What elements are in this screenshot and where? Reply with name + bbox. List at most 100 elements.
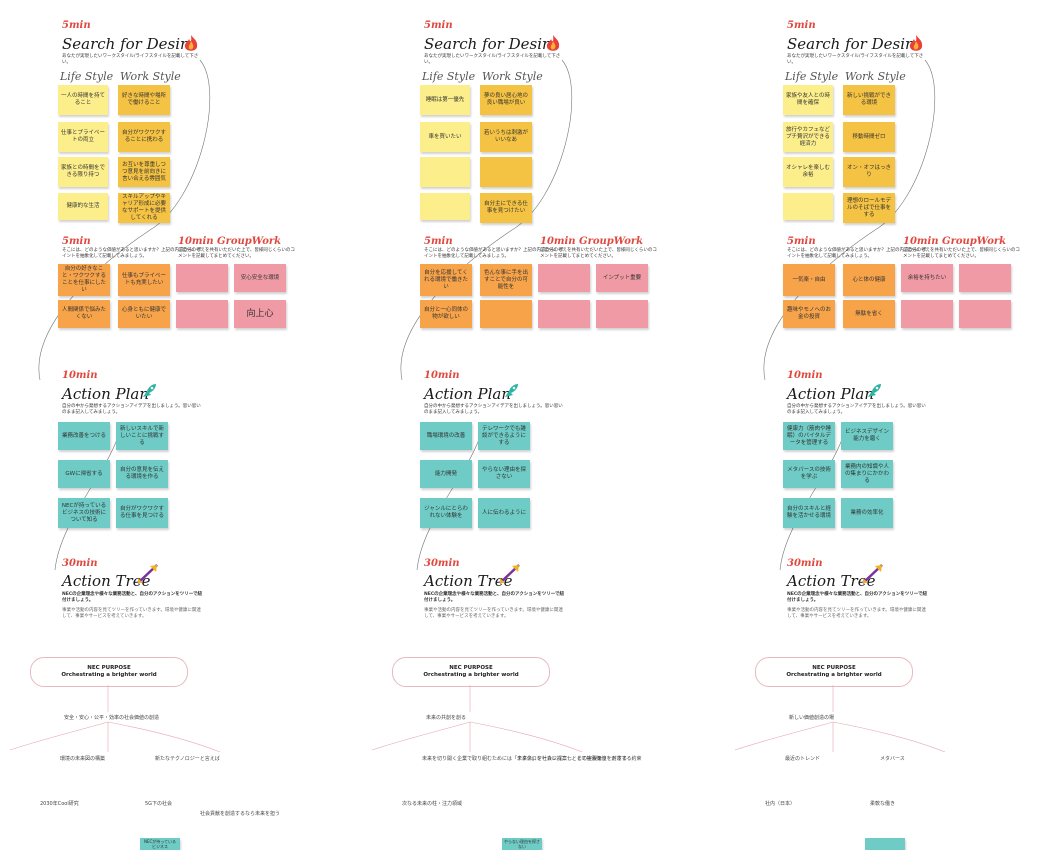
action-note[interactable]: メタバースの技術を学ぶ <box>783 460 835 488</box>
work-note[interactable]: スキルアップやキャリア形成に必要なサポートを提供してくれる <box>118 193 170 223</box>
work-note[interactable]: お互いを尊重しつつ意見を前向きに言い合える雰囲気 <box>118 157 170 187</box>
value-note[interactable]: 一気楽・自由 <box>783 264 835 296</box>
desire-title: Search for Desire <box>787 35 922 53</box>
action-note[interactable]: テレワークでも雑談ができるようにする <box>478 422 530 450</box>
desire-title: Search for Desire <box>62 35 197 53</box>
groupwork-time-label: 10min GroupWork <box>540 236 644 247</box>
work-note[interactable]: 好きな時間や場所で働けること <box>118 85 170 115</box>
life-note[interactable] <box>783 193 833 220</box>
action-note[interactable]: ジャンルにとらわれない体験を <box>420 498 472 528</box>
value-note[interactable]: 無駄を省く <box>843 300 895 328</box>
value-note[interactable]: 趣味やモノへのお金の投資 <box>783 300 835 328</box>
action-note[interactable]: 業務改善をつける <box>58 422 110 450</box>
action-note[interactable]: NECが持っているビジネスの技術について知る <box>58 498 110 528</box>
purpose-subtitle: Orchestrating a brighter world <box>423 672 519 678</box>
action-note[interactable]: 能力開発 <box>420 460 472 488</box>
life-note[interactable]: 車を買いたい <box>420 122 470 152</box>
work-note[interactable]: 新しい挑戦ができる環境 <box>843 85 895 115</box>
value-note[interactable] <box>480 300 532 328</box>
tree-label: 5G下の社会 <box>145 801 173 807</box>
life-note[interactable]: 仕事とプライベートの両立 <box>58 122 108 152</box>
life-note[interactable]: 一人の時間を持てること <box>58 85 108 115</box>
action-tree-note: 事業や活動の内容を見てツリーを作っていきます。環境や健康に関連して、事業やサービ… <box>787 608 926 619</box>
value-note[interactable]: 自分を応援してくれる環境で働きたい <box>420 264 472 296</box>
value-note[interactable]: 色んな事に手を出すことで自分の可能性を <box>480 264 532 296</box>
groupwork-note[interactable] <box>596 300 648 328</box>
work-note[interactable]: オン・オフはっきり <box>843 157 895 187</box>
action-note[interactable]: GWに帰省する <box>58 460 110 488</box>
value-time-label: 5min <box>787 236 816 247</box>
action-plan-time-label: 10min <box>62 370 98 381</box>
action-note[interactable]: 新しいスキルで新しいことに挑戦する <box>116 422 168 450</box>
nec-purpose-box[interactable]: NEC PURPOSE Orchestrating a brighter wor… <box>755 657 913 687</box>
purpose-subtitle: Orchestrating a brighter world <box>61 672 157 678</box>
tree-action-note[interactable]: NECが持っているビジネス <box>140 838 180 850</box>
value-note[interactable]: 心と体の健康 <box>843 264 895 296</box>
groupwork-note[interactable]: 余裕を持ちたい <box>901 264 953 292</box>
work-note[interactable]: 自分主にできる仕事を見つけたい <box>480 193 532 223</box>
rocket-icon <box>868 384 881 397</box>
desire-title: Search for Desire <box>424 35 559 53</box>
action-note[interactable]: 業務の効率化 <box>841 498 893 528</box>
fire-icon <box>546 35 560 51</box>
groupwork-note[interactable] <box>901 300 953 328</box>
groupwork-note[interactable]: インプット重要 <box>596 264 648 292</box>
action-note[interactable]: 職場環境の改善 <box>420 422 472 450</box>
work-note[interactable]: 若いうちは刺激がいいなあ <box>480 122 532 152</box>
nec-purpose-box[interactable]: NEC PURPOSE Orchestrating a brighter wor… <box>30 657 188 687</box>
desire-time-label: 5min <box>424 20 453 31</box>
groupwork-note[interactable] <box>176 300 228 328</box>
action-note[interactable]: 自分の意見を伝える環境を作る <box>116 460 168 488</box>
action-plan-description: 自分の中から発想するアクションアイデアを出しましょう。思い思いのまま記入してみま… <box>787 404 926 415</box>
life-note[interactable]: 家族との時間をできる限り持つ <box>58 157 108 187</box>
life-note[interactable]: 睡眠は第一優先 <box>420 85 470 115</box>
tree-action-note[interactable] <box>865 838 905 850</box>
value-note[interactable]: 心身ともに健康でいたい <box>118 300 170 328</box>
life-note[interactable]: オシャレを楽しむ余裕 <box>783 157 833 187</box>
tree-lines <box>734 685 946 753</box>
value-note[interactable]: 仕事もプライベートも充実したい <box>118 264 170 296</box>
action-note[interactable]: 自分のスキルと経験を活かせる環境 <box>783 498 835 528</box>
value-note[interactable]: 自分の好きなこと・ワクワクすることを仕事にしたい <box>58 264 110 296</box>
tree-action-note[interactable]: やらない理由を探さない <box>502 838 542 850</box>
action-note[interactable]: 自分がワクワクする仕事を見つける <box>116 498 168 528</box>
work-note[interactable]: 自分がワクワクすることに携わる <box>118 122 170 152</box>
life-note[interactable]: 健康的な生活 <box>58 193 108 220</box>
action-note[interactable]: ビジネスデザイン能力を磨く <box>841 422 893 450</box>
groupwork-note[interactable] <box>538 300 590 328</box>
action-note[interactable]: やらない理由を探さない <box>478 460 530 488</box>
tree-label: 柔軟な働き <box>870 801 896 807</box>
groupwork-note[interactable] <box>176 264 228 292</box>
work-note[interactable]: 移動時間ゼロ <box>843 122 895 152</box>
groupwork-note[interactable]: 向上心 <box>234 300 286 328</box>
desire-time-label: 5min <box>787 20 816 31</box>
tree-label: 最近のトレンド <box>785 756 821 762</box>
connector-lines <box>763 59 936 571</box>
life-note[interactable]: 旅行やカフェなどプチ贅沢ができる経済力 <box>783 122 833 152</box>
nec-purpose-box[interactable]: NEC PURPOSE Orchestrating a brighter wor… <box>392 657 550 687</box>
action-note[interactable]: 業務内の知識や人の集まりにかかわる <box>841 460 893 488</box>
life-note[interactable] <box>420 193 470 220</box>
action-note[interactable]: 人に伝わるように <box>478 498 530 528</box>
action-tree-title: Action Tree <box>787 572 876 590</box>
groupwork-time-label: 10min GroupWork <box>178 236 282 247</box>
groupwork-note[interactable] <box>959 300 1011 328</box>
value-note[interactable]: 人間関係で悩みたくない <box>58 300 110 328</box>
purpose-subtitle: Orchestrating a brighter world <box>786 672 882 678</box>
value-note[interactable]: 自分と一心同体の物が欲しい <box>420 300 472 328</box>
groupwork-note[interactable]: 安心安全な環境 <box>234 264 286 292</box>
groupwork-note[interactable] <box>538 264 590 292</box>
rocket-icon <box>505 384 518 397</box>
groupwork-note[interactable] <box>959 264 1011 292</box>
arrow-icon <box>862 564 883 584</box>
work-note[interactable] <box>480 157 532 187</box>
work-note[interactable]: 夢の良い居心地の良い職場が良い <box>480 85 532 115</box>
action-tree-description: NECの企業理念や様々な業務活動と、自分のアクションをツリーで紐付けましょう。 <box>787 592 927 603</box>
life-style-label: Life Style <box>60 70 114 83</box>
tree-label: 社内（日本） <box>765 801 796 807</box>
work-note[interactable]: 理想のロールモデルのそばで仕事をする <box>843 193 895 223</box>
life-note[interactable] <box>420 157 470 187</box>
desire-description: あなたが実現したいワークスタイル/ライフスタイルを記載して下さい。 <box>424 54 561 65</box>
life-note[interactable]: 家族や友人との時間を確保 <box>783 85 833 115</box>
action-note[interactable]: 健康力（筋肉や睡眠）のバイタルデータを管理する <box>783 422 835 450</box>
